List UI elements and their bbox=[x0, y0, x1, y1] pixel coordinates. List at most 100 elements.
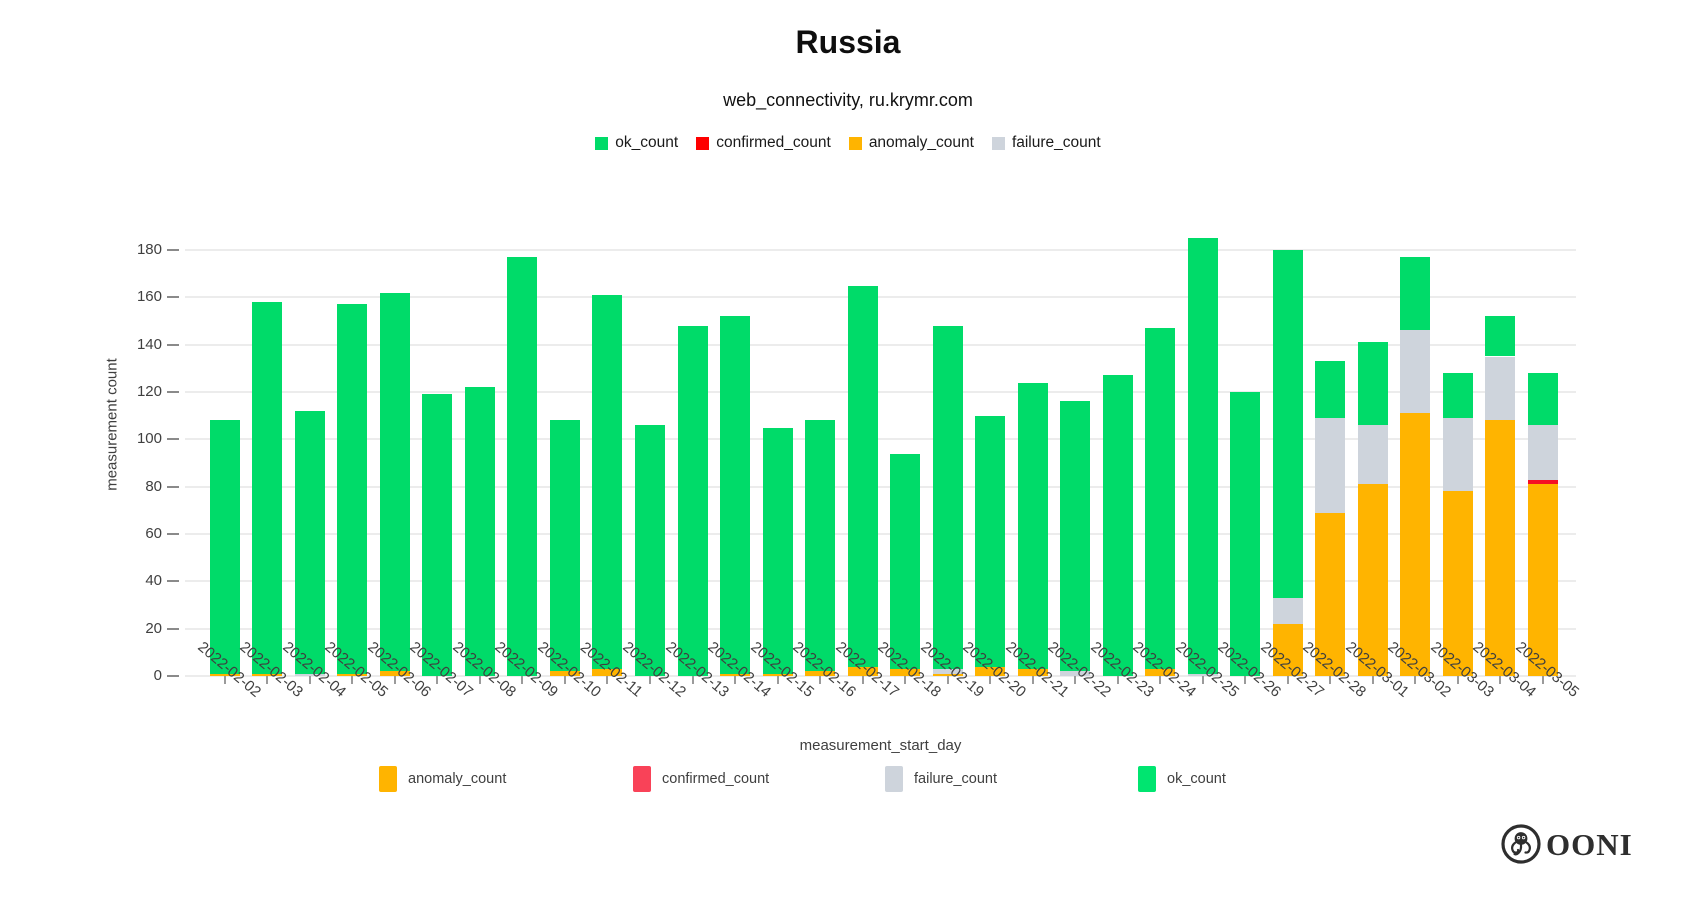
bar-segment-anomaly_count[interactable] bbox=[549, 671, 580, 676]
gridline bbox=[185, 296, 1576, 299]
bar-segment-ok_count[interactable] bbox=[635, 425, 665, 676]
bar-segment-ok_count[interactable] bbox=[975, 415, 1006, 667]
bar-segment-ok_count[interactable] bbox=[720, 316, 751, 674]
bar-segment-failure_count[interactable] bbox=[1272, 597, 1303, 624]
x-tick bbox=[351, 676, 354, 684]
gridline bbox=[185, 391, 1576, 393]
bar-segment-ok_count[interactable] bbox=[1485, 316, 1516, 357]
ooni-wordmark: OONI bbox=[1546, 827, 1633, 862]
bar-segment-anomaly_count[interactable] bbox=[209, 673, 240, 676]
bar-segment-ok_count[interactable] bbox=[1527, 373, 1558, 426]
bar-segment-ok_count[interactable] bbox=[1442, 373, 1473, 419]
x-axis-title: measurement_start_day bbox=[799, 737, 962, 754]
bar-segment-ok_count[interactable] bbox=[209, 420, 240, 674]
x-tick bbox=[734, 676, 737, 684]
bar-segment-ok_count[interactable] bbox=[1400, 257, 1431, 331]
bar-segment-anomaly_count[interactable] bbox=[932, 673, 963, 676]
bar-segment-ok_count[interactable] bbox=[805, 420, 836, 672]
bar-segment-anomaly_count[interactable] bbox=[337, 673, 368, 676]
bar-segment-failure_count[interactable] bbox=[294, 673, 325, 676]
x-tick bbox=[649, 676, 651, 684]
bar-segment-failure_count[interactable] bbox=[1400, 330, 1431, 414]
bar-segment-anomaly_count[interactable] bbox=[1485, 420, 1516, 676]
bar-segment-anomaly_count[interactable] bbox=[847, 666, 878, 676]
octopus-icon bbox=[1501, 824, 1541, 864]
bar-segment-anomaly_count[interactable] bbox=[592, 668, 623, 676]
y-axis-title: measurement count bbox=[103, 358, 121, 491]
bar-segment-failure_count[interactable] bbox=[1060, 671, 1091, 676]
bar-segment-ok_count[interactable] bbox=[1315, 361, 1346, 419]
x-tick bbox=[776, 676, 779, 684]
y-tick-label: 160 bbox=[136, 288, 162, 306]
bar-segment-anomaly_count[interactable] bbox=[720, 673, 751, 676]
y-tick bbox=[167, 580, 179, 583]
bar-segment-ok_count[interactable] bbox=[1230, 392, 1261, 676]
x-tick bbox=[606, 676, 609, 684]
bar-segment-ok_count[interactable] bbox=[1060, 401, 1091, 672]
x-tick bbox=[861, 676, 864, 684]
bar-segment-ok_count[interactable] bbox=[507, 257, 538, 676]
x-tick bbox=[1541, 676, 1544, 684]
x-tick bbox=[266, 676, 269, 684]
bar-segment-anomaly_count[interactable] bbox=[1400, 413, 1431, 676]
bar-segment-anomaly_count[interactable] bbox=[975, 666, 1006, 676]
x-tick bbox=[989, 676, 992, 684]
bar-segment-failure_count[interactable] bbox=[1187, 673, 1218, 676]
x-tick bbox=[904, 676, 907, 684]
bar-segment-failure_count[interactable] bbox=[1527, 425, 1558, 480]
bar-segment-ok_count[interactable] bbox=[549, 420, 580, 672]
bar-segment-anomaly_count[interactable] bbox=[890, 668, 921, 676]
bar-segment-anomaly_count[interactable] bbox=[1357, 484, 1388, 676]
legend-label: confirmed_count bbox=[716, 134, 831, 151]
bar-segment-ok_count[interactable] bbox=[294, 410, 325, 674]
bar-segment-anomaly_count[interactable] bbox=[762, 673, 793, 676]
gridline bbox=[185, 438, 1576, 441]
gridline bbox=[185, 675, 1576, 677]
bar-segment-anomaly_count[interactable] bbox=[1017, 668, 1048, 676]
bar-segment-anomaly_count[interactable] bbox=[379, 671, 410, 676]
bar-segment-confirmed_count[interactable] bbox=[1527, 479, 1558, 485]
y-tick bbox=[167, 296, 179, 299]
y-tick-label: 100 bbox=[136, 430, 162, 448]
bar-segment-failure_count[interactable] bbox=[1357, 425, 1388, 485]
chart-title: Russia bbox=[795, 24, 901, 60]
bar-segment-failure_count[interactable] bbox=[1442, 418, 1473, 492]
bar-segment-failure_count[interactable] bbox=[1315, 418, 1346, 513]
bar-segment-failure_count[interactable] bbox=[1485, 356, 1516, 421]
bar-segment-ok_count[interactable] bbox=[1272, 250, 1303, 598]
bar-segment-ok_count[interactable] bbox=[422, 394, 453, 676]
legend-swatch-icon bbox=[696, 136, 710, 150]
bar-segment-ok_count[interactable] bbox=[1187, 238, 1218, 674]
legend-swatch-icon bbox=[991, 136, 1005, 150]
bar-segment-ok_count[interactable] bbox=[847, 285, 878, 667]
bar-segment-ok_count[interactable] bbox=[337, 304, 368, 674]
bar-segment-anomaly_count[interactable] bbox=[1527, 484, 1558, 676]
top-legend-item-confirmed_count: confirmed_count bbox=[696, 134, 831, 152]
bar-segment-ok_count[interactable] bbox=[762, 427, 793, 674]
bar-segment-anomaly_count[interactable] bbox=[1442, 491, 1473, 676]
y-tick bbox=[167, 675, 179, 677]
bar-segment-anomaly_count[interactable] bbox=[1272, 623, 1303, 676]
x-tick bbox=[521, 676, 524, 684]
bar-segment-ok_count[interactable] bbox=[1017, 382, 1048, 669]
bar-segment-anomaly_count[interactable] bbox=[1145, 668, 1176, 676]
bar-segment-ok_count[interactable] bbox=[379, 292, 410, 672]
bar-segment-ok_count[interactable] bbox=[592, 294, 623, 669]
bar-segment-ok_count[interactable] bbox=[252, 302, 283, 674]
x-tick bbox=[1371, 676, 1374, 684]
bar-segment-ok_count[interactable] bbox=[1145, 328, 1176, 669]
bar-segment-ok_count[interactable] bbox=[464, 387, 495, 676]
bar-segment-ok_count[interactable] bbox=[677, 325, 708, 676]
legend-label: failure_count bbox=[1011, 134, 1101, 151]
bar-segment-ok_count[interactable] bbox=[1357, 342, 1388, 426]
gridline bbox=[185, 343, 1576, 346]
bar-segment-anomaly_count[interactable] bbox=[1315, 512, 1346, 676]
bar-segment-failure_count[interactable] bbox=[932, 668, 963, 674]
y-tick bbox=[167, 249, 179, 251]
bar-segment-ok_count[interactable] bbox=[890, 453, 921, 669]
bar-segment-ok_count[interactable] bbox=[932, 325, 963, 669]
x-tick bbox=[478, 676, 481, 684]
bar-segment-ok_count[interactable] bbox=[1102, 375, 1133, 676]
bar-segment-anomaly_count[interactable] bbox=[252, 673, 283, 676]
bar-segment-anomaly_count[interactable] bbox=[805, 671, 836, 676]
